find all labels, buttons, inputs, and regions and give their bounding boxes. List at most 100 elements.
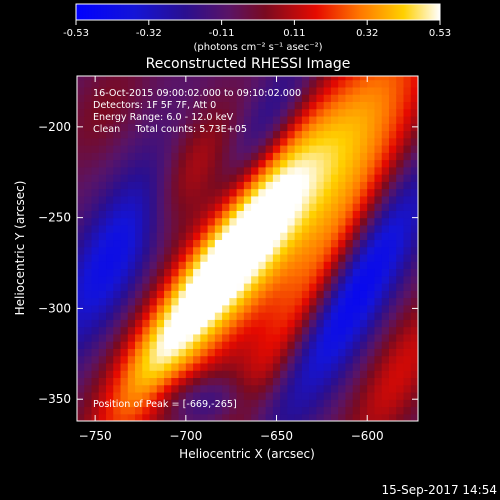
heatmap-cell xyxy=(236,174,245,182)
heatmap-cell xyxy=(381,166,390,175)
heatmap-cell xyxy=(106,333,114,342)
heatmap-cell xyxy=(222,253,230,262)
heatmap-cell xyxy=(185,290,194,299)
heatmap-cell xyxy=(200,94,209,103)
heatmap-cell xyxy=(388,86,397,95)
heatmap-cell xyxy=(345,123,354,132)
heatmap-cell xyxy=(84,268,93,277)
heatmap-cell xyxy=(127,79,136,88)
heatmap-cell xyxy=(185,377,194,386)
heatmap-cell xyxy=(352,203,361,211)
heatmap-cell xyxy=(251,152,259,161)
heatmap-cell xyxy=(265,399,274,408)
heatmap-cell xyxy=(84,195,93,204)
heatmap-cell xyxy=(207,188,216,197)
heatmap-cell xyxy=(287,166,296,175)
heatmap-cell xyxy=(113,312,122,320)
heatmap-cell xyxy=(149,384,158,393)
heatmap-cell xyxy=(135,159,143,168)
heatmap-cell xyxy=(287,312,296,320)
heatmap-cell xyxy=(367,297,376,306)
heatmap-cell xyxy=(359,246,368,255)
heatmap-cell xyxy=(330,130,339,139)
heatmap-cell xyxy=(156,79,165,88)
heatmap-cell xyxy=(200,79,209,88)
heatmap-cell xyxy=(374,130,383,139)
heatmap-cell xyxy=(106,152,114,161)
heatmap-cell xyxy=(345,297,354,306)
heatmap-cell xyxy=(280,377,289,386)
heatmap-cell xyxy=(374,239,383,248)
heatmap-cell xyxy=(127,101,136,110)
heatmap-cell xyxy=(359,261,368,270)
heatmap-cell xyxy=(309,94,318,103)
heatmap-cell xyxy=(207,391,216,400)
heatmap-cell xyxy=(330,137,339,146)
heatmap-cell xyxy=(106,224,114,233)
heatmap-cell xyxy=(207,79,216,88)
heatmap-cell xyxy=(316,203,325,211)
heatmap-cell xyxy=(229,268,238,277)
heatmap-cell xyxy=(236,290,245,299)
heatmap-cell xyxy=(178,246,187,255)
heatmap-cell xyxy=(316,312,325,320)
heatmap-cell xyxy=(294,217,303,226)
heatmap-cell xyxy=(164,181,172,190)
heatmap-cell xyxy=(135,304,143,313)
heatmap-cell xyxy=(149,195,158,204)
heatmap-cell xyxy=(309,232,318,241)
heatmap-cell xyxy=(106,399,114,408)
heatmap-cell xyxy=(309,86,318,95)
heatmap-cell xyxy=(381,333,390,342)
heatmap-cell xyxy=(265,406,274,415)
heatmap-cell xyxy=(403,224,412,233)
heatmap-cell xyxy=(374,210,383,219)
heatmap-cell xyxy=(388,210,397,219)
heatmap-cell xyxy=(77,355,85,364)
heatmap-cell xyxy=(84,203,93,211)
heatmap-cell xyxy=(98,246,107,255)
heatmap-cell xyxy=(323,94,332,103)
info-text: 16-Oct-2015 09:00:02.000 to 09:10:02.000… xyxy=(93,88,301,410)
heatmap-cell xyxy=(280,239,289,248)
heatmap-cell xyxy=(106,137,114,146)
heatmap-cell xyxy=(214,166,223,175)
heatmap-cell xyxy=(265,137,274,146)
heatmap-cell xyxy=(323,181,332,190)
heatmap-cell xyxy=(113,333,122,342)
heatmap-cell xyxy=(164,253,172,262)
heatmap-cell xyxy=(280,268,289,277)
heatmap-cell xyxy=(164,239,172,248)
heatmap-cell xyxy=(171,268,180,277)
heatmap-cell xyxy=(272,137,281,146)
heatmap-cell xyxy=(178,159,187,168)
heatmap-cell xyxy=(330,76,339,81)
heatmap-cell xyxy=(287,304,296,313)
heatmap-cell xyxy=(185,145,194,153)
heatmap-cell xyxy=(410,115,418,124)
heatmap-cell xyxy=(193,76,201,81)
heatmap-cell xyxy=(171,246,180,255)
heatmap-cell xyxy=(251,174,259,182)
heatmap-cell xyxy=(258,297,267,306)
heatmap-cell xyxy=(338,312,347,320)
heatmap-cell xyxy=(127,297,136,306)
heatmap-cell xyxy=(294,188,303,197)
heatmap-cell xyxy=(193,290,201,299)
heatmap-cell xyxy=(98,145,107,153)
heatmap-cell xyxy=(84,239,93,248)
heatmap-cell xyxy=(207,108,216,117)
heatmap-cell xyxy=(323,79,332,88)
heatmap-cell xyxy=(106,246,114,255)
heatmap-cell xyxy=(403,304,412,313)
heatmap-cell xyxy=(374,377,383,386)
heatmap-cell xyxy=(396,333,405,342)
heatmap-cell xyxy=(91,86,100,95)
heatmap-cell xyxy=(243,275,252,284)
heatmap-cell xyxy=(149,348,158,357)
heatmap-cell xyxy=(330,290,339,299)
heatmap-cell xyxy=(410,297,418,306)
heatmap-cell xyxy=(142,174,151,182)
heatmap-cell xyxy=(287,76,296,81)
heatmap-cell xyxy=(403,283,412,291)
